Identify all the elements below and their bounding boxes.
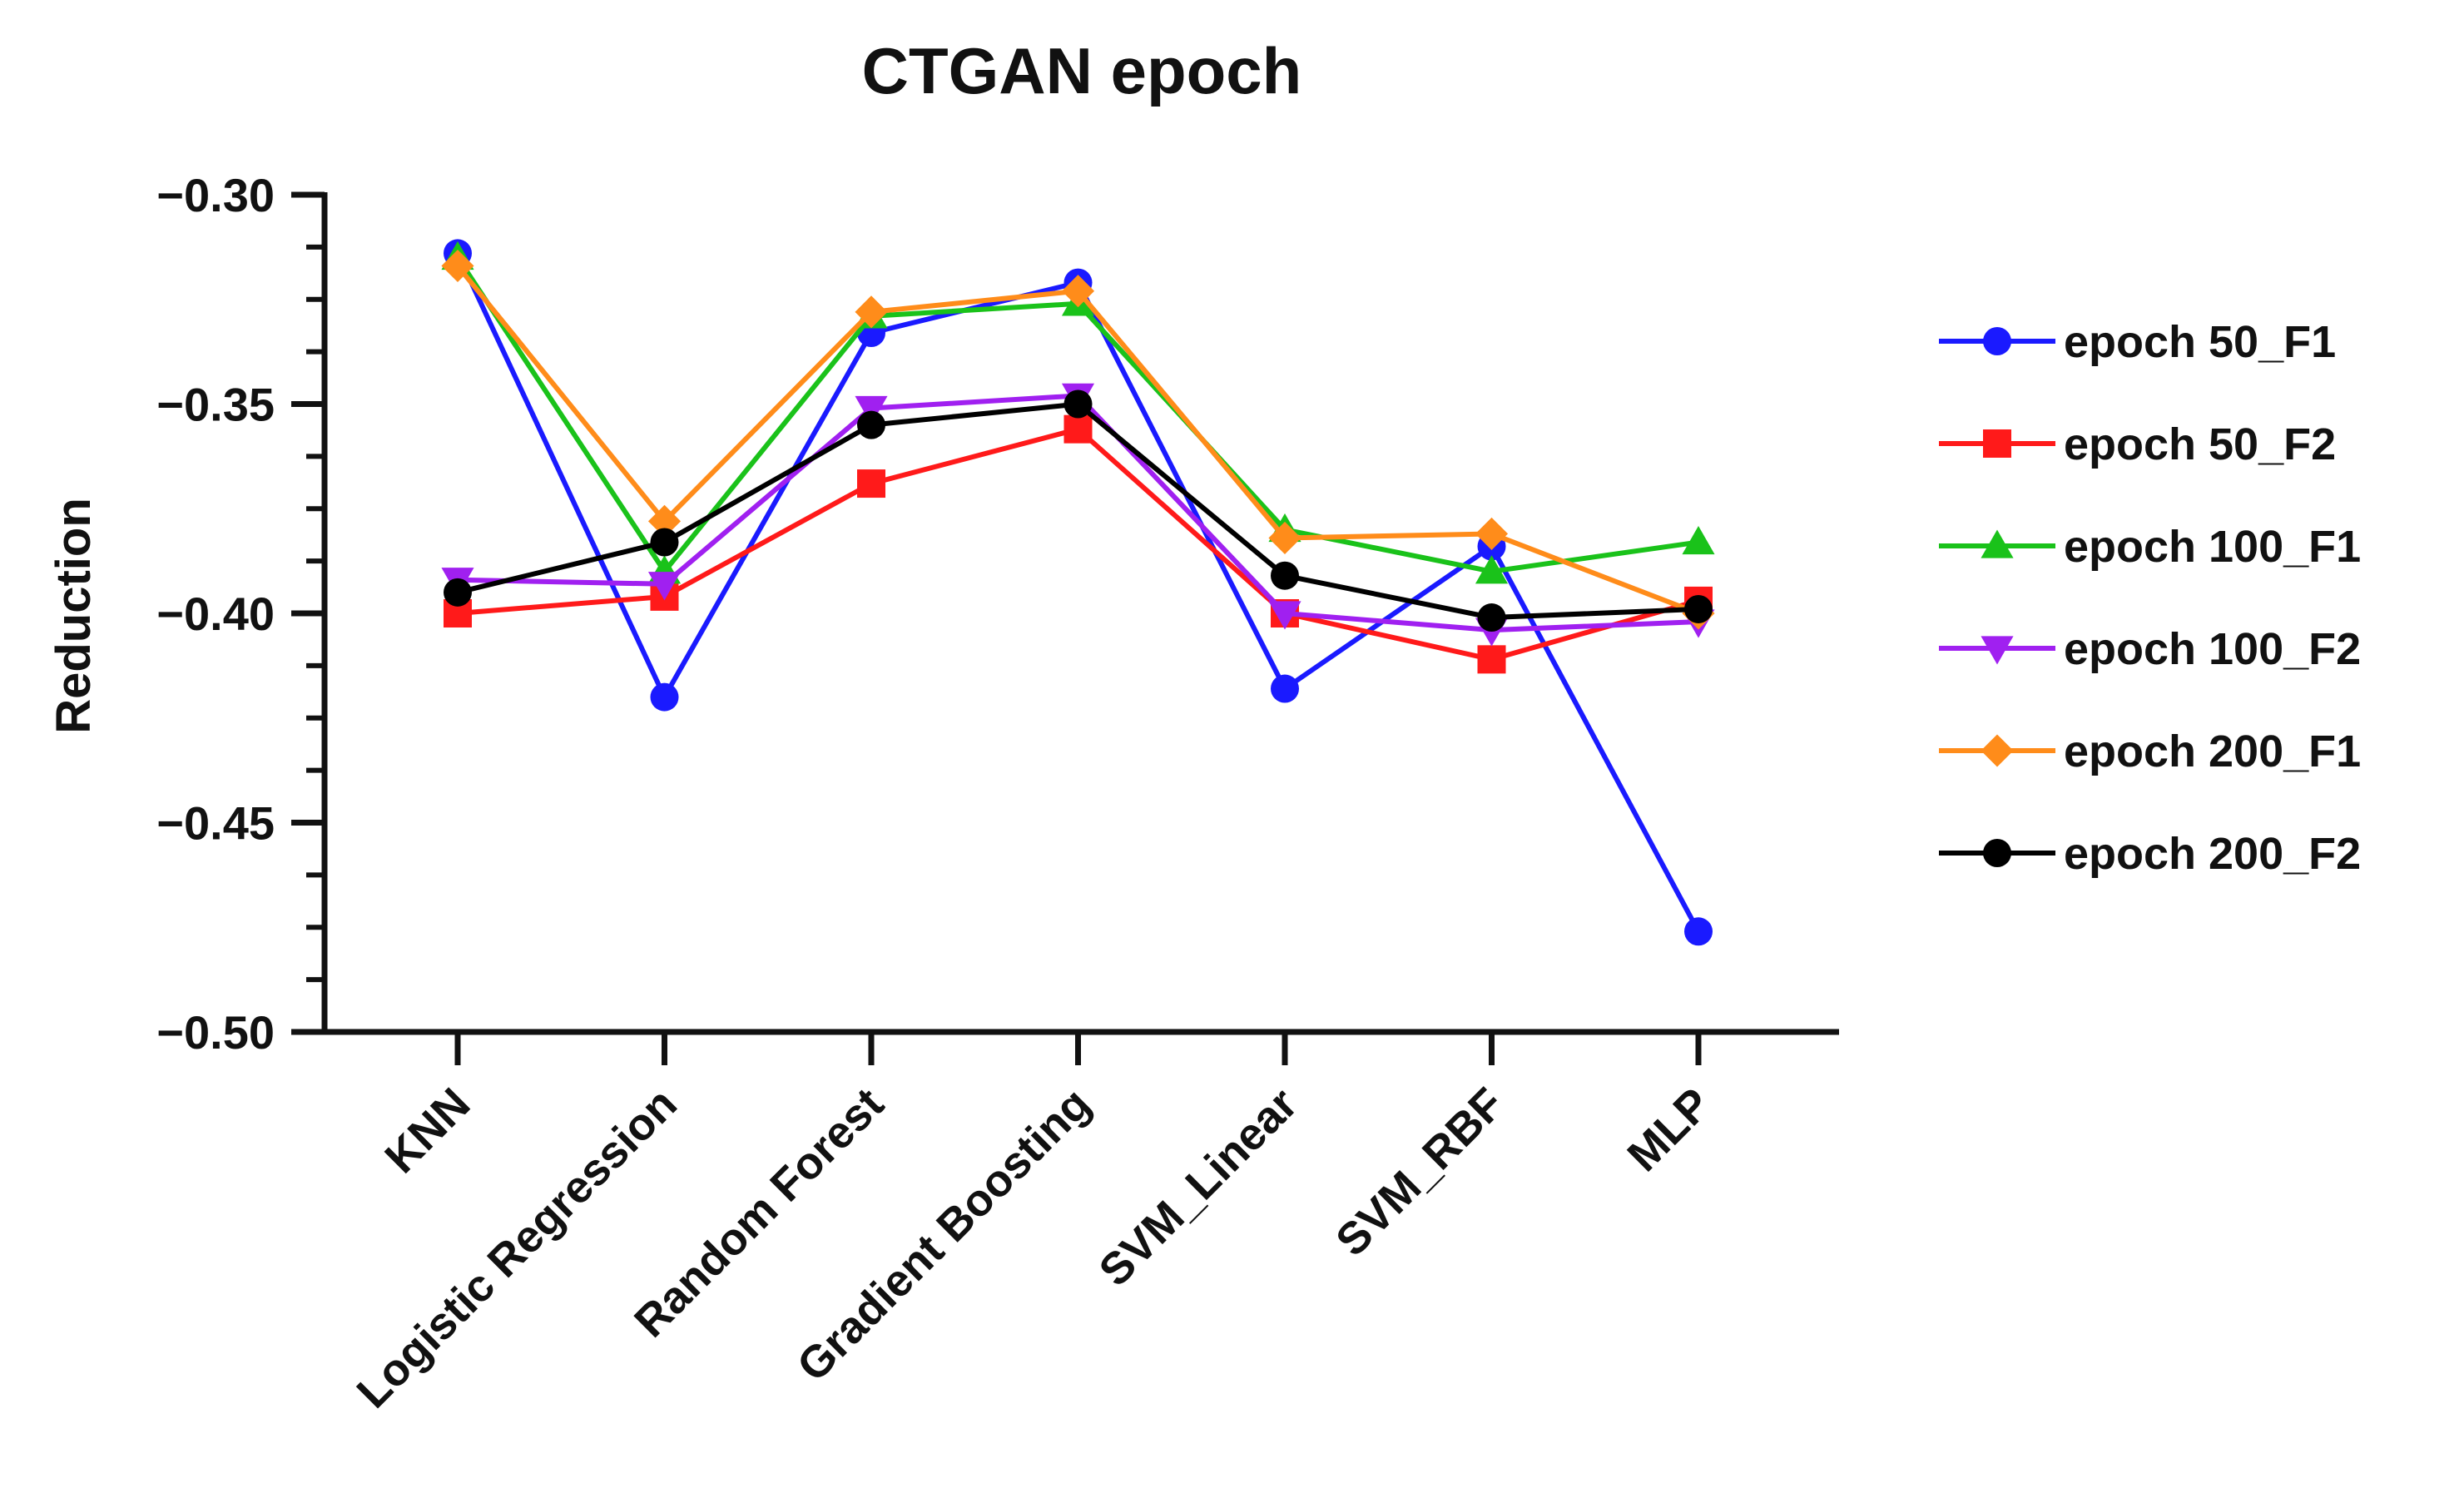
- legend-item: epoch 200_F2: [1939, 829, 2361, 879]
- data-point: [857, 469, 885, 498]
- data-point: [1063, 389, 1093, 419]
- data-point: [1477, 645, 1506, 674]
- legend-marker: [1983, 327, 2011, 355]
- legend-label: epoch 200_F1: [2064, 727, 2361, 776]
- x-tick-label: SVM_RBF: [1326, 1079, 1514, 1266]
- x-tick-label: MLP: [1618, 1079, 1720, 1181]
- data-point: [1063, 414, 1093, 444]
- legend-item: epoch 100_F2: [1939, 624, 2361, 674]
- legend-item: epoch 100_F1: [1939, 522, 2361, 572]
- data-point: [1684, 917, 1713, 946]
- data-point: [647, 504, 682, 538]
- data-point: [1684, 594, 1713, 623]
- legend-marker: [1983, 429, 2011, 458]
- series-epoch-50_f1: [444, 239, 1713, 946]
- data-point: [855, 395, 888, 425]
- y-tick-label: −0.50: [156, 1006, 275, 1059]
- data-point: [1271, 674, 1299, 703]
- legend-item: epoch 200_F1: [1939, 727, 2361, 776]
- legend-item: epoch 50_F1: [1939, 317, 2336, 367]
- legend-label: epoch 100_F2: [2064, 624, 2361, 674]
- data-point: [1268, 601, 1301, 630]
- data-point: [650, 682, 679, 712]
- series-epoch-200_f2: [444, 389, 1713, 632]
- data-point: [1061, 275, 1095, 308]
- data-point: [1475, 517, 1509, 550]
- series-line: [455, 252, 1701, 933]
- data-point: [1271, 561, 1299, 590]
- data-point: [444, 578, 472, 607]
- legend-label: epoch 50_F1: [2064, 317, 2336, 367]
- data-point: [1477, 603, 1506, 632]
- legend-item: epoch 50_F2: [1939, 419, 2336, 469]
- series-layer: [441, 239, 1715, 946]
- legend-marker: [1983, 839, 2011, 867]
- data-point: [1682, 525, 1715, 555]
- data-point: [441, 249, 474, 283]
- data-point: [647, 572, 682, 601]
- y-axis-label: Reduction: [47, 498, 101, 734]
- y-tick-label: −0.30: [156, 169, 275, 221]
- data-point: [1475, 555, 1509, 584]
- legend-marker: [1981, 529, 2014, 558]
- legend-marker: [1981, 636, 2014, 665]
- x-tick-label: SVM_Linear: [1089, 1079, 1306, 1296]
- legend-label: epoch 50_F2: [2064, 419, 2336, 469]
- y-tick-label: −0.40: [156, 588, 275, 640]
- y-tick-label: −0.45: [156, 797, 275, 850]
- data-point: [650, 528, 679, 557]
- legend-marker: [1981, 734, 2014, 767]
- data-point: [1268, 521, 1301, 555]
- chart-title: CTGAN epoch: [862, 34, 1302, 107]
- y-tick-label: −0.35: [156, 379, 275, 431]
- data-point: [857, 410, 885, 439]
- x-tick-label: KNN: [375, 1079, 479, 1183]
- legend-label: epoch 200_F2: [2064, 829, 2361, 879]
- data-point: [855, 295, 888, 329]
- legend-label: epoch 100_F1: [2064, 522, 2361, 572]
